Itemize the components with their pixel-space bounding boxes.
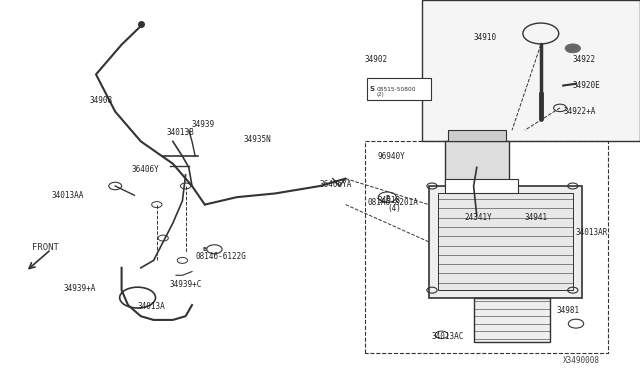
Bar <box>445 179 518 193</box>
Text: 34981: 34981 <box>557 306 580 315</box>
Bar <box>429 186 582 298</box>
Text: (2): (2) <box>376 92 384 97</box>
Text: 34908: 34908 <box>90 96 113 105</box>
Text: 34918: 34918 <box>378 196 401 205</box>
Text: 081A6-8201A: 081A6-8201A <box>368 198 419 207</box>
Text: 36406Y: 36406Y <box>131 165 159 174</box>
Text: FRONT: FRONT <box>32 243 59 252</box>
Text: 34013A: 34013A <box>138 302 165 311</box>
Text: 34922: 34922 <box>573 55 596 64</box>
Text: 96940Y: 96940Y <box>378 152 405 161</box>
Text: 34013B: 34013B <box>166 128 194 137</box>
Text: 34920E: 34920E <box>573 81 600 90</box>
Text: 24341Y: 24341Y <box>464 213 492 222</box>
Text: 34013AR: 34013AR <box>576 228 609 237</box>
Bar <box>474 298 550 342</box>
Text: (4): (4) <box>387 204 401 213</box>
Text: 08146-6122G: 08146-6122G <box>195 252 246 261</box>
Text: 34939+A: 34939+A <box>64 284 97 293</box>
Text: 34939+C: 34939+C <box>170 280 202 289</box>
Circle shape <box>565 44 580 53</box>
Text: 34013AA: 34013AA <box>51 191 84 200</box>
Bar <box>448 130 506 141</box>
Text: S: S <box>370 86 375 92</box>
Text: 34013AC: 34013AC <box>432 332 465 341</box>
Bar <box>422 0 640 141</box>
Bar <box>438 193 573 290</box>
Text: 36406YA: 36406YA <box>320 180 353 189</box>
Bar <box>445 141 509 186</box>
Text: 08515-50800: 08515-50800 <box>376 87 416 92</box>
Text: 34902: 34902 <box>365 55 388 64</box>
Text: B: B <box>385 195 389 200</box>
Bar <box>367 78 431 100</box>
Text: B: B <box>203 247 207 252</box>
Text: 34941: 34941 <box>525 213 548 222</box>
Text: 34939: 34939 <box>192 120 215 129</box>
Text: 34922+A: 34922+A <box>563 107 596 116</box>
Text: 34910: 34910 <box>474 33 497 42</box>
Text: 34935N: 34935N <box>243 135 271 144</box>
Text: X3490008: X3490008 <box>563 356 600 365</box>
